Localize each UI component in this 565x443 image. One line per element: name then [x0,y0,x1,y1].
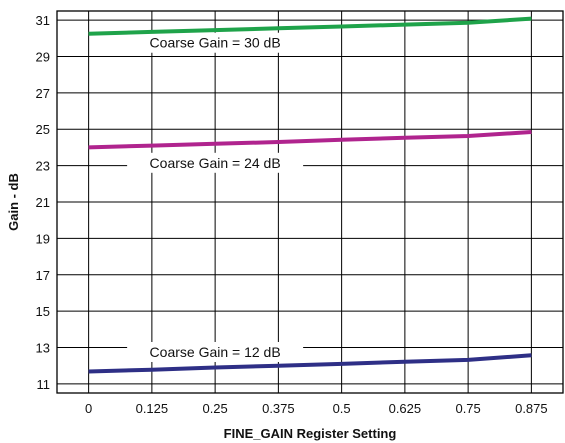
curve-label-background [127,32,304,53]
x-tick-labels: 0 0.125 0.25 0.375 0.5 0.625 0.75 0.875 [85,401,548,416]
curve-label-background [127,152,304,173]
y-tick-label: 17 [36,268,50,283]
x-tick-label: 0.875 [515,401,548,416]
y-tick-label: 31 [36,13,50,28]
x-axis-title: FINE_GAIN Register Setting [224,426,397,441]
y-tick-label: 27 [36,86,50,101]
y-axis-title: Gain - dB [6,173,21,231]
y-tick-labels: 11 13 15 17 19 21 23 25 27 29 31 [36,13,50,392]
series-line [88,16,532,36]
y-tick-label: 15 [36,304,50,319]
y-tick-label: 13 [36,341,50,356]
grid-lines [57,11,563,393]
y-tick-label: 21 [36,195,50,210]
x-tick-label: 0.125 [136,401,169,416]
curve-labels: Coarse Gain = 30 dB Coarse Gain = 24 dB Co… [127,32,304,362]
x-tick-label: 0.625 [389,401,422,416]
series-lines [88,16,532,374]
y-tick-label: 23 [36,159,50,174]
series-line [88,353,532,374]
x-tick-label: 0.5 [333,401,351,416]
curve-label: Coarse Gain = 24 dB [150,155,281,171]
y-tick-label: 29 [36,49,50,64]
series-line [88,130,532,150]
curve-label: Coarse Gain = 12 dB [150,344,281,360]
curve-label: Coarse Gain = 30 dB [150,35,281,51]
y-tick-label: 11 [37,377,51,392]
plot-frame [56,10,564,394]
x-tick-label: 0.375 [262,401,295,416]
x-tick-label: 0.25 [202,401,227,416]
y-tick-label: 25 [36,122,50,137]
x-tick-label: 0.75 [455,401,480,416]
curve-label-background [127,341,304,362]
y-tick-label: 19 [36,231,50,246]
x-tick-label: 0 [85,401,92,416]
